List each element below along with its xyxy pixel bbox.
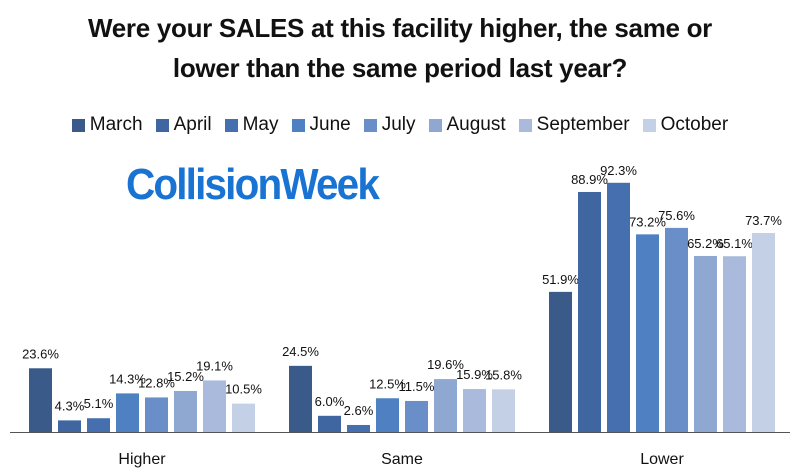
data-label: 51.9% [542,272,579,287]
bar-same-august [434,379,457,432]
data-label: 88.9% [571,172,608,187]
bar-lower-april [578,191,601,432]
legend-swatch [642,118,656,132]
legend: March April May June July August September Octo… [0,112,800,138]
chart-title: Were your SALES at this facility higher,… [0,8,800,88]
bar-higher-march [29,368,52,432]
data-label: 15.2% [167,369,204,384]
bar-higher-april [58,420,81,432]
data-label: 92.3% [600,163,637,178]
bar-lower-october [752,233,775,432]
data-label: 11.5% [399,379,435,394]
data-label: 6.0% [315,394,345,409]
legend-label: August [446,114,506,135]
legend-item-october: October [642,114,729,136]
data-label: 23.6% [22,346,59,361]
x-tick-label-higher: Higher [118,451,166,468]
x-tick-label-same: Same [381,451,423,468]
data-label: 24.5% [282,344,319,359]
legend-item-march: March [71,114,143,136]
legend-swatch [71,118,85,132]
bar-lower-may [607,182,630,432]
bar-same-march [289,365,312,432]
legend-label: September [536,114,630,135]
bar-same-april [318,415,341,432]
data-label: 65.1% [716,236,753,251]
legend-swatch [155,118,169,132]
title-line-1: Were your SALES at this facility higher,… [88,13,712,43]
bar-higher-june [116,393,139,432]
collisionweek-logo: CollisionWeek [126,160,380,209]
data-label: 65.2% [687,236,724,251]
bar-lower-august [694,255,717,432]
legend-label: April [173,114,212,135]
data-label: 10.5% [225,382,262,397]
bar-lower-september [723,256,746,432]
data-label: 2.6% [344,403,374,418]
bar-higher-october [232,403,255,432]
bar-same-july [405,400,428,432]
data-label: 15.8% [485,367,522,382]
data-label: 14.3% [109,371,146,386]
legend-label: March [89,114,143,135]
legend-swatch [224,118,238,132]
data-label: 73.2% [629,214,666,229]
legend-swatch [428,118,442,132]
legend-item-july: July [363,114,416,136]
legend-item-may: May [224,114,279,136]
bar-higher-may [87,418,110,432]
data-label: 19.1% [196,358,233,373]
data-label: 5.1% [84,396,114,411]
legend-item-august: August [428,114,506,136]
bar-higher-july [145,397,168,432]
legend-label: June [309,114,351,135]
data-label: 73.7% [745,213,782,228]
data-label: 4.3% [55,398,85,413]
legend-item-september: September [518,114,630,136]
data-label: 12.8% [138,375,175,390]
data-label: 75.6% [658,208,695,223]
legend-item-april: April [155,114,212,136]
data-label: 19.6% [427,357,464,372]
bar-lower-march [549,291,572,432]
legend-swatch [291,118,305,132]
title-line-2: lower than the same period last year? [172,53,628,83]
bar-higher-september [203,380,226,432]
bar-lower-july [665,227,688,432]
data-label: 12.5% [369,376,406,391]
bar-same-october [492,389,515,432]
bar-same-june [376,398,399,432]
legend-label: May [242,114,279,135]
legend-item-june: June [291,114,351,136]
legend-swatch [518,118,532,132]
bar-same-may [347,424,370,432]
legend-label: July [381,114,416,135]
bar-same-september [463,389,486,432]
data-label: 15.9% [456,367,493,382]
x-tick-label-lower: Lower [640,451,684,468]
bar-lower-june [636,234,659,432]
bar-higher-august [174,390,197,432]
legend-label: October [660,114,729,135]
legend-swatch [363,118,377,132]
